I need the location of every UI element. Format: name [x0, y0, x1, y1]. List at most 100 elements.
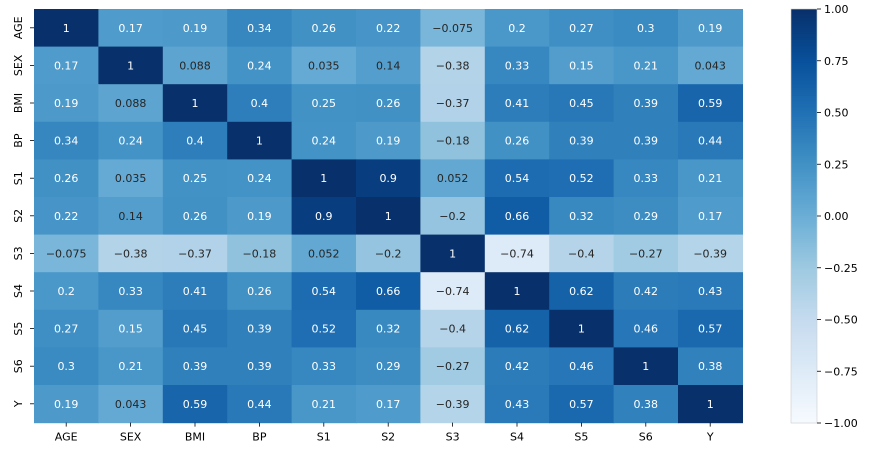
heatmap-cell-S2-S5	[549, 197, 615, 236]
colorbar-segment	[791, 193, 817, 196]
cell-label-AGE-BP: 0.34	[247, 22, 272, 35]
colorbar-segment	[791, 71, 817, 74]
heatmap-cell-S3-S3	[420, 234, 486, 273]
heatmap-cell-S5-SEX	[98, 309, 164, 348]
colorbar-segment	[791, 81, 817, 85]
colorbar-tick-label: 0.75	[824, 55, 849, 68]
y-tick-label-S3: S3	[12, 246, 25, 260]
colorbar-segment	[791, 247, 817, 250]
cell-label-S3-BP: −0.18	[243, 247, 277, 260]
colorbar-segment	[791, 377, 817, 381]
cell-label-S6-S5: 0.46	[569, 360, 594, 373]
cell-label-Y-S2: 0.17	[376, 398, 401, 411]
colorbar-segment	[791, 296, 817, 300]
cell-label-AGE-BMI: 0.19	[183, 22, 208, 35]
colorbar-segment	[791, 400, 817, 403]
cell-label-S1-BMI: 0.25	[183, 172, 208, 185]
heatmap-cell-AGE-S3	[420, 9, 486, 48]
cell-label-S3-S4: −0.74	[500, 247, 534, 260]
cell-label-BP-S5: 0.39	[569, 135, 594, 148]
colorbar-segment	[791, 315, 817, 319]
cell-label-S1-Y: 0.21	[698, 172, 723, 185]
colorbar-tick-label: 0.00	[824, 210, 849, 223]
colorbar-segment	[791, 276, 817, 279]
colorbar-segment	[791, 170, 817, 174]
colorbar-segment	[791, 118, 817, 122]
cell-label-BP-SEX: 0.24	[118, 135, 143, 148]
cell-label-S3-Y: −0.39	[693, 247, 727, 260]
colorbar-segment	[791, 267, 817, 271]
colorbar-segment	[791, 385, 817, 389]
colorbar-segment	[791, 149, 817, 153]
y-tick-label-AGE: AGE	[12, 16, 25, 39]
cell-label-AGE-S3: −0.075	[432, 22, 473, 35]
colorbar-segment	[791, 129, 817, 132]
heatmap-cell-BP-S2	[356, 121, 421, 160]
colorbar-segment	[791, 79, 817, 83]
colorbar-segment	[791, 87, 817, 91]
heatmap-cell-S1-S6	[613, 159, 679, 198]
colorbar-segment	[791, 124, 817, 128]
colorbar-tick-label: 0.25	[824, 158, 849, 171]
heatmap-cell-Y-S3	[420, 385, 486, 424]
colorbar-segment	[791, 27, 817, 31]
cell-label-S2-BMI: 0.26	[183, 210, 208, 223]
cell-label-S5-SEX: 0.15	[118, 323, 143, 336]
cell-label-BP-S1: 0.24	[312, 135, 337, 148]
heatmap-cell-S5-AGE	[34, 309, 99, 348]
colorbar-segment	[791, 158, 817, 161]
colorbar-segment	[791, 273, 817, 277]
cell-label-AGE-S5: 0.27	[569, 22, 594, 35]
colorbar-segment	[791, 106, 817, 109]
heatmap-cell-SEX-BMI	[162, 46, 228, 85]
cell-label-S2-AGE: 0.22	[54, 210, 79, 223]
heatmap-cell-S2-BP	[227, 197, 293, 236]
colorbar-segment	[791, 64, 817, 68]
colorbar-segment	[791, 305, 817, 308]
cell-label-S2-BP: 0.19	[247, 210, 272, 223]
y-tick-label-S6: S6	[12, 359, 25, 373]
colorbar-segment	[791, 350, 817, 354]
heatmap-cell-S6-S1	[291, 347, 357, 386]
heatmap-cell-S6-S3	[420, 347, 486, 386]
cell-label-S6-S2: 0.29	[376, 360, 401, 373]
colorbar-segment	[791, 133, 817, 136]
heatmap-cell-S5-S2	[356, 309, 421, 348]
cell-label-S5-AGE: 0.27	[54, 323, 79, 336]
heatmap-cell-BP-Y	[678, 121, 743, 160]
colorbar-segment	[791, 336, 817, 339]
colorbar-segment	[791, 122, 817, 126]
cell-label-S2-S5: 0.32	[569, 210, 594, 223]
heatmap-cell-BMI-S1	[291, 84, 357, 123]
heatmap-cell-S3-S5	[549, 234, 615, 273]
cell-label-Y-AGE: 0.19	[54, 398, 79, 411]
heatmap-cell-SEX-Y	[678, 46, 743, 85]
colorbar-segment	[791, 143, 817, 147]
colorbar-segment	[791, 162, 817, 165]
cell-label-BP-S3: −0.18	[436, 135, 470, 148]
heatmap-cell-S5-S6	[613, 309, 679, 348]
heatmap-cell-S2-AGE	[34, 197, 99, 236]
cell-label-S4-S1: 0.54	[312, 285, 337, 298]
cell-label-SEX-S3: −0.38	[436, 59, 470, 72]
colorbar-segment	[791, 265, 817, 269]
heatmap-cell-S6-BP	[227, 347, 293, 386]
colorbar-tick-label: −0.25	[824, 262, 858, 275]
x-tick-label-Y: Y	[706, 431, 714, 444]
colorbar-segment	[791, 116, 817, 120]
colorbar-segment	[791, 139, 817, 143]
heatmap-cell-BP-S3	[420, 121, 486, 160]
colorbar-segment	[791, 342, 817, 345]
colorbar-segment	[791, 147, 817, 151]
heatmap-cell-BMI-S2	[356, 84, 421, 123]
cell-label-Y-S4: 0.43	[505, 398, 530, 411]
colorbar-segment	[791, 19, 817, 23]
heatmap-cell-S2-S3	[420, 197, 486, 236]
heatmap-cell-S4-Y	[678, 272, 743, 311]
colorbar-segment	[791, 280, 817, 283]
colorbar-segment	[791, 29, 817, 33]
colorbar-segment	[791, 230, 817, 234]
cell-label-S4-Y: 0.43	[698, 285, 723, 298]
colorbar-segment	[791, 255, 817, 258]
heatmap-cell-S3-S1	[291, 234, 357, 273]
